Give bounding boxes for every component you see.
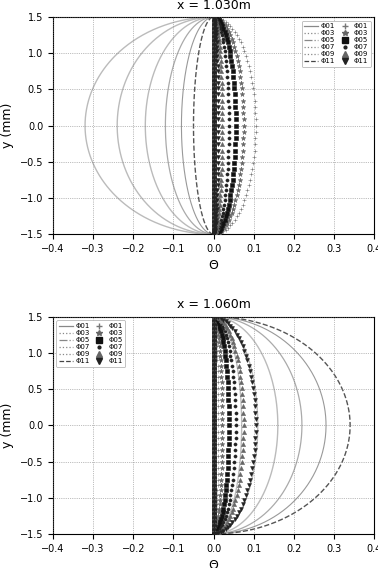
- X-axis label: Θ: Θ: [209, 260, 218, 273]
- Y-axis label: y (mm): y (mm): [1, 103, 14, 148]
- Title: x = 1.030m: x = 1.030m: [177, 0, 251, 12]
- Legend: Φ01, Φ03, Φ05, Φ07, Φ09, Φ11, Φ01, Φ03, Φ05, Φ07, Φ09, Φ11: Φ01, Φ03, Φ05, Φ07, Φ09, Φ11, Φ01, Φ03, …: [56, 320, 125, 367]
- X-axis label: Θ: Θ: [209, 559, 218, 568]
- Y-axis label: y (mm): y (mm): [1, 403, 14, 448]
- Legend: Φ01, Φ03, Φ05, Φ07, Φ09, Φ11, Φ01, Φ03, Φ05, Φ07, Φ09, Φ11: Φ01, Φ03, Φ05, Φ07, Φ09, Φ11, Φ01, Φ03, …: [302, 20, 371, 67]
- Title: x = 1.060m: x = 1.060m: [177, 298, 251, 311]
